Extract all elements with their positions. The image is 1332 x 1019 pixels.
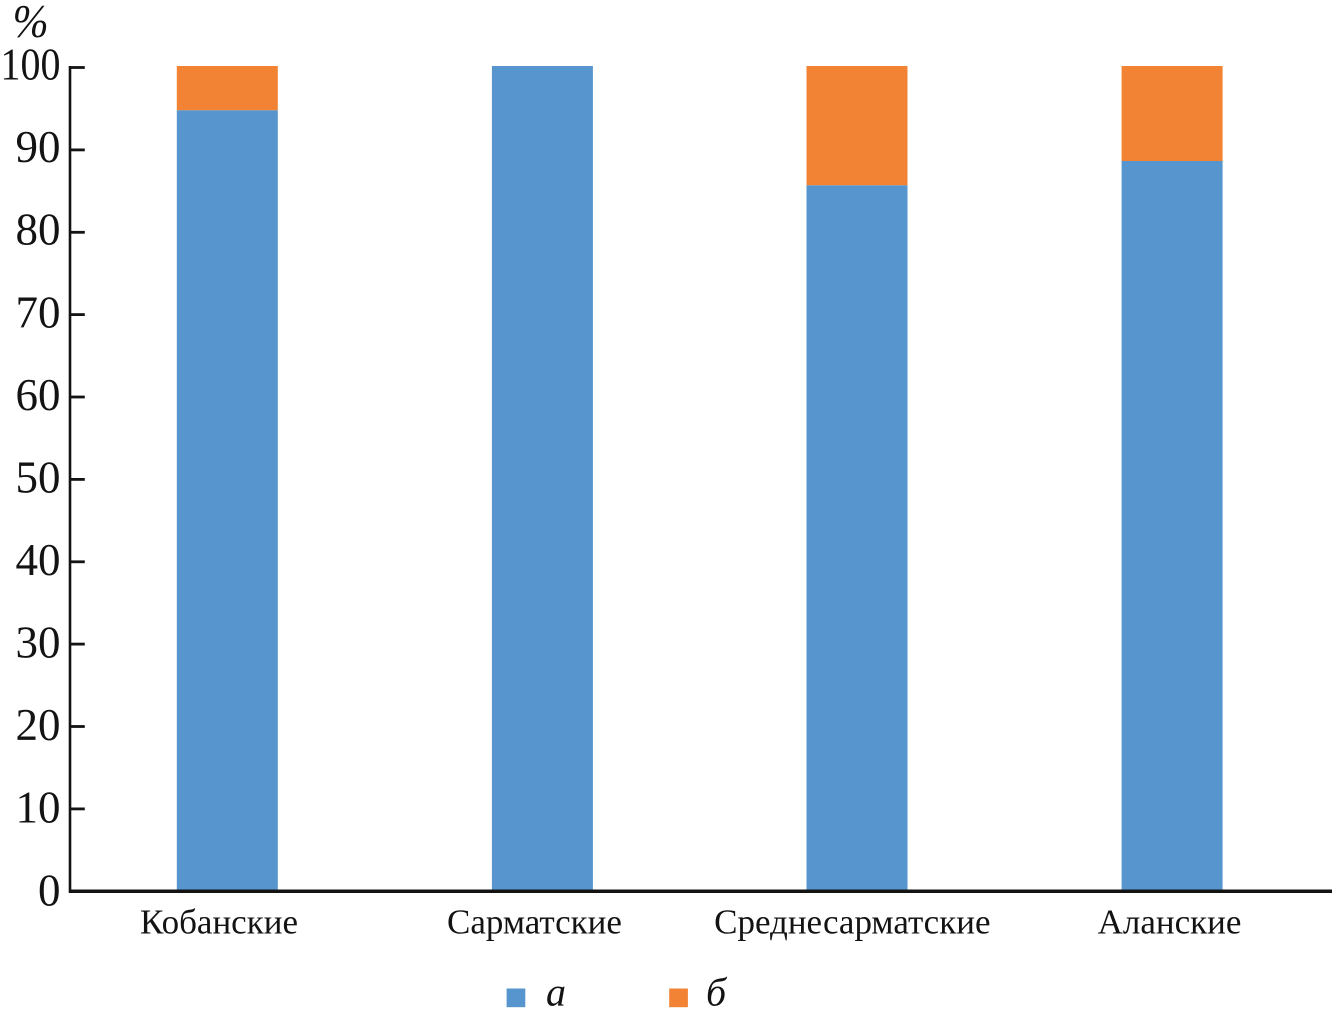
- svg-text:80: 80: [16, 205, 61, 255]
- svg-text:б: б: [706, 970, 728, 1015]
- svg-text:60: 60: [16, 370, 61, 420]
- svg-text:90: 90: [16, 122, 61, 172]
- svg-text:0: 0: [38, 865, 61, 915]
- svg-text:%: %: [13, 0, 49, 48]
- svg-text:50: 50: [16, 452, 61, 502]
- svg-text:70: 70: [16, 287, 61, 337]
- svg-text:Сарматские: Сарматские: [447, 903, 622, 942]
- svg-text:10: 10: [16, 783, 61, 833]
- svg-text:40: 40: [16, 535, 61, 585]
- svg-text:100: 100: [1, 40, 61, 90]
- svg-text:а: а: [546, 970, 566, 1015]
- svg-text:Аланские: Аланские: [1098, 903, 1242, 942]
- svg-text:20: 20: [16, 700, 61, 750]
- svg-text:Среднесарматские: Среднесарматские: [714, 903, 990, 942]
- svg-text:30: 30: [16, 618, 61, 668]
- svg-text:Кобанские: Кобанские: [140, 903, 298, 942]
